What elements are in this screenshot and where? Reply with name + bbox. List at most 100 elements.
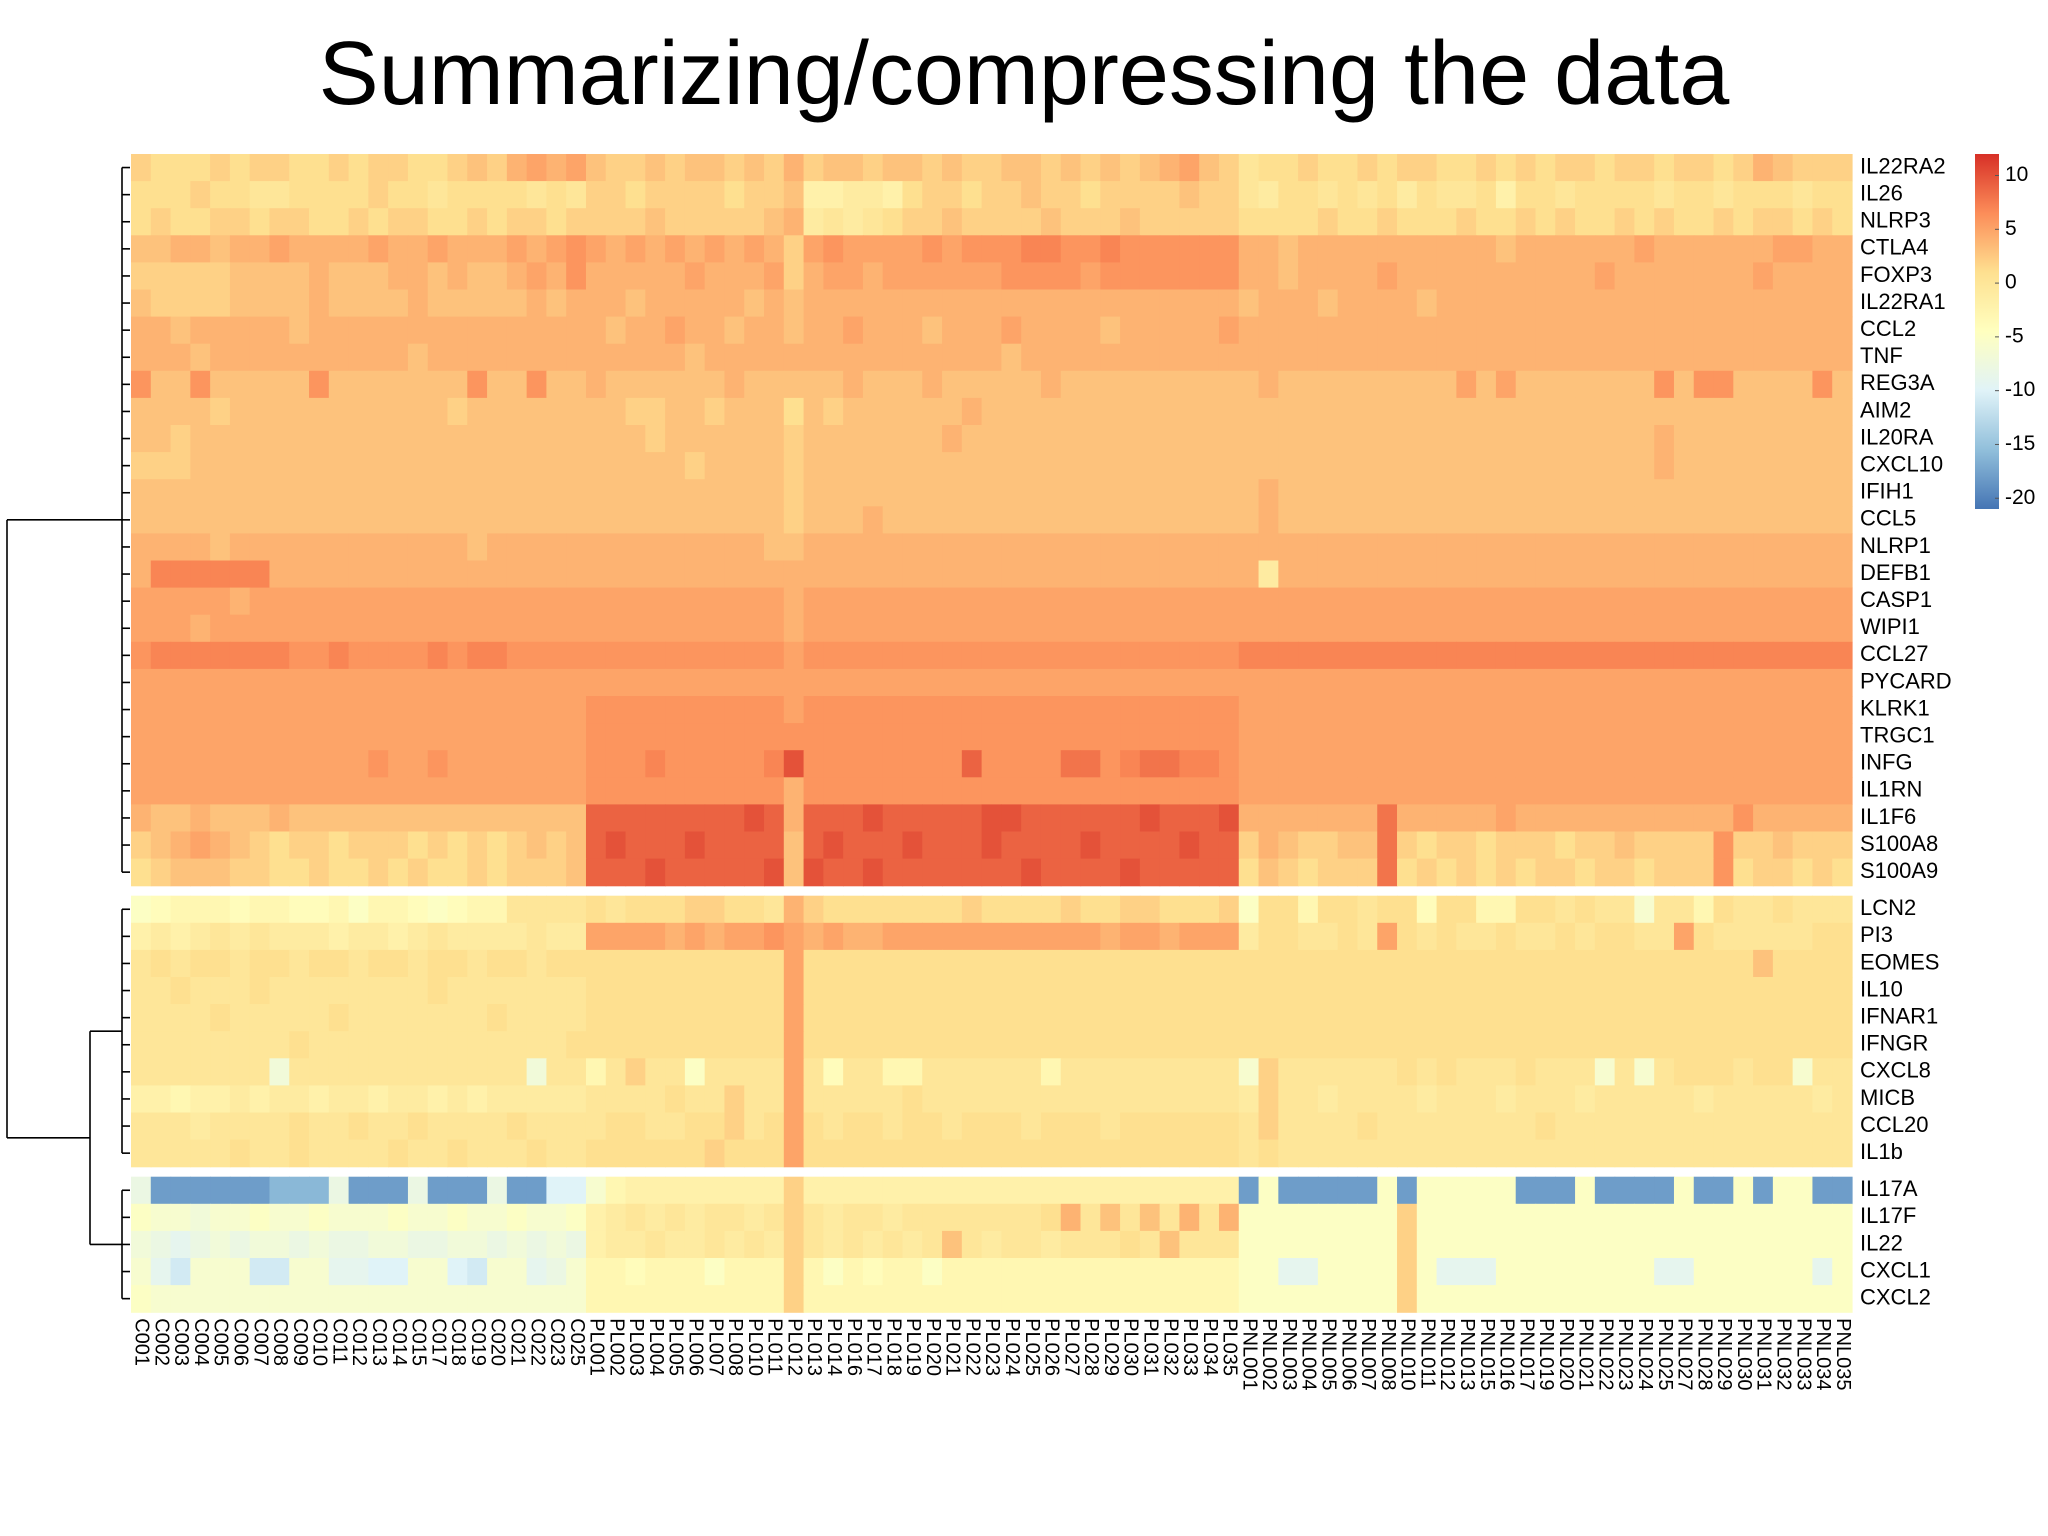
heatmap-cell	[170, 1203, 191, 1232]
heatmap-cell	[1733, 1085, 1754, 1114]
heatmap-cell	[744, 641, 765, 670]
heatmap-cell	[862, 1203, 884, 1232]
heatmap-cell	[249, 804, 271, 833]
heatmap-cell	[1377, 425, 1398, 453]
heatmap-cell	[487, 1031, 508, 1059]
column-label: PL023	[981, 1318, 1003, 1376]
row-label: CXCL2	[1860, 1284, 1931, 1309]
heatmap-cell	[882, 289, 904, 318]
heatmap-cell	[467, 858, 488, 887]
heatmap-cell	[289, 777, 310, 805]
heatmap-cell	[1436, 425, 1457, 453]
heatmap-cell	[150, 154, 172, 182]
heatmap-cell	[1654, 723, 1675, 751]
heatmap-cell	[1693, 479, 1715, 507]
heatmap-cell	[1654, 641, 1675, 670]
heatmap-cell	[803, 370, 824, 399]
heatmap-cell	[1179, 723, 1200, 751]
heatmap-cell	[1594, 1004, 1616, 1032]
heatmap-cell	[1575, 895, 1596, 924]
heatmap-cell	[1258, 614, 1279, 643]
heatmap-cell	[1120, 479, 1141, 507]
heatmap-cell	[585, 696, 607, 724]
heatmap-cell	[922, 1203, 943, 1232]
heatmap-cell	[1040, 1031, 1062, 1059]
heatmap-cell	[1199, 1176, 1220, 1205]
heatmap-cell	[1673, 1285, 1695, 1313]
heatmap-cell	[1199, 641, 1220, 670]
heatmap-cell	[902, 696, 923, 724]
heatmap-cell	[764, 587, 785, 616]
heatmap-cell	[467, 1258, 488, 1286]
heatmap-cell	[684, 977, 706, 1005]
heatmap-cell	[704, 1058, 726, 1086]
heatmap-cell	[1021, 154, 1042, 182]
heatmap-cell	[526, 397, 548, 426]
heatmap-cell	[506, 316, 528, 345]
heatmap-cell	[1397, 614, 1418, 643]
heatmap-cell	[981, 587, 1002, 616]
heatmap-cell	[862, 750, 884, 778]
heatmap-cell	[665, 1031, 686, 1059]
heatmap-cell	[1238, 1031, 1260, 1059]
heatmap-cell	[131, 895, 152, 924]
heatmap-cell	[1258, 1230, 1279, 1259]
heatmap-cell	[961, 587, 983, 616]
heatmap-cell	[487, 1058, 508, 1086]
heatmap-cell	[328, 235, 350, 263]
heatmap-cell	[783, 370, 805, 399]
heatmap-cell	[190, 1230, 211, 1259]
heatmap-cell	[1495, 1258, 1517, 1286]
heatmap-cell	[605, 1058, 627, 1086]
heatmap-cell	[902, 316, 923, 345]
heatmap-cell	[1377, 1058, 1398, 1086]
heatmap-cell	[1832, 804, 1853, 833]
heatmap-cell	[605, 895, 627, 924]
heatmap-cell	[1080, 289, 1101, 318]
heatmap-cell	[1120, 1031, 1141, 1059]
heatmap-cell	[170, 1285, 191, 1313]
heatmap-cell	[882, 1139, 904, 1168]
heatmap-cell	[170, 922, 191, 951]
heatmap-cell	[1535, 858, 1556, 887]
heatmap-cell	[843, 804, 864, 833]
heatmap-cell	[546, 1004, 567, 1032]
heatmap-cell	[1515, 723, 1537, 751]
heatmap-cell	[665, 831, 686, 860]
heatmap-cell	[902, 614, 923, 643]
heatmap-cell	[645, 397, 666, 426]
heatmap-cell	[150, 1004, 172, 1032]
heatmap-cell	[1060, 723, 1082, 751]
row-label: CXCL8	[1860, 1058, 1931, 1083]
heatmap-cell	[862, 289, 884, 318]
heatmap-cell	[229, 723, 251, 751]
heatmap-cell	[803, 235, 824, 263]
heatmap-cell	[1673, 479, 1695, 507]
heatmap-cell	[744, 235, 765, 263]
heatmap-cell	[1100, 804, 1121, 833]
heatmap-cell	[1179, 922, 1200, 951]
heatmap-cell	[1179, 1139, 1200, 1168]
heatmap-cell	[1792, 1031, 1814, 1059]
heatmap-cell	[1575, 1258, 1596, 1286]
heatmap-cell	[348, 289, 369, 318]
heatmap-cell	[1495, 316, 1517, 345]
heatmap-cell	[1060, 425, 1082, 453]
heatmap-cell	[764, 1058, 785, 1086]
heatmap-cell	[1377, 343, 1398, 372]
heatmap-cell	[1139, 858, 1161, 887]
heatmap-cell	[388, 831, 409, 860]
heatmap-cell	[704, 181, 726, 209]
heatmap-cell	[665, 1058, 686, 1086]
heatmap-cell	[289, 895, 310, 924]
heatmap-cell	[843, 977, 864, 1005]
heatmap-cell	[131, 1058, 152, 1086]
heatmap-cell	[684, 1085, 706, 1114]
heatmap-cell	[1120, 506, 1141, 534]
heatmap-cell	[1495, 831, 1517, 860]
heatmap-cell	[942, 1058, 963, 1086]
heatmap-cell	[368, 316, 389, 345]
heatmap-cell	[1120, 831, 1141, 860]
heatmap-cell	[942, 949, 963, 978]
heatmap-cell	[803, 858, 824, 887]
